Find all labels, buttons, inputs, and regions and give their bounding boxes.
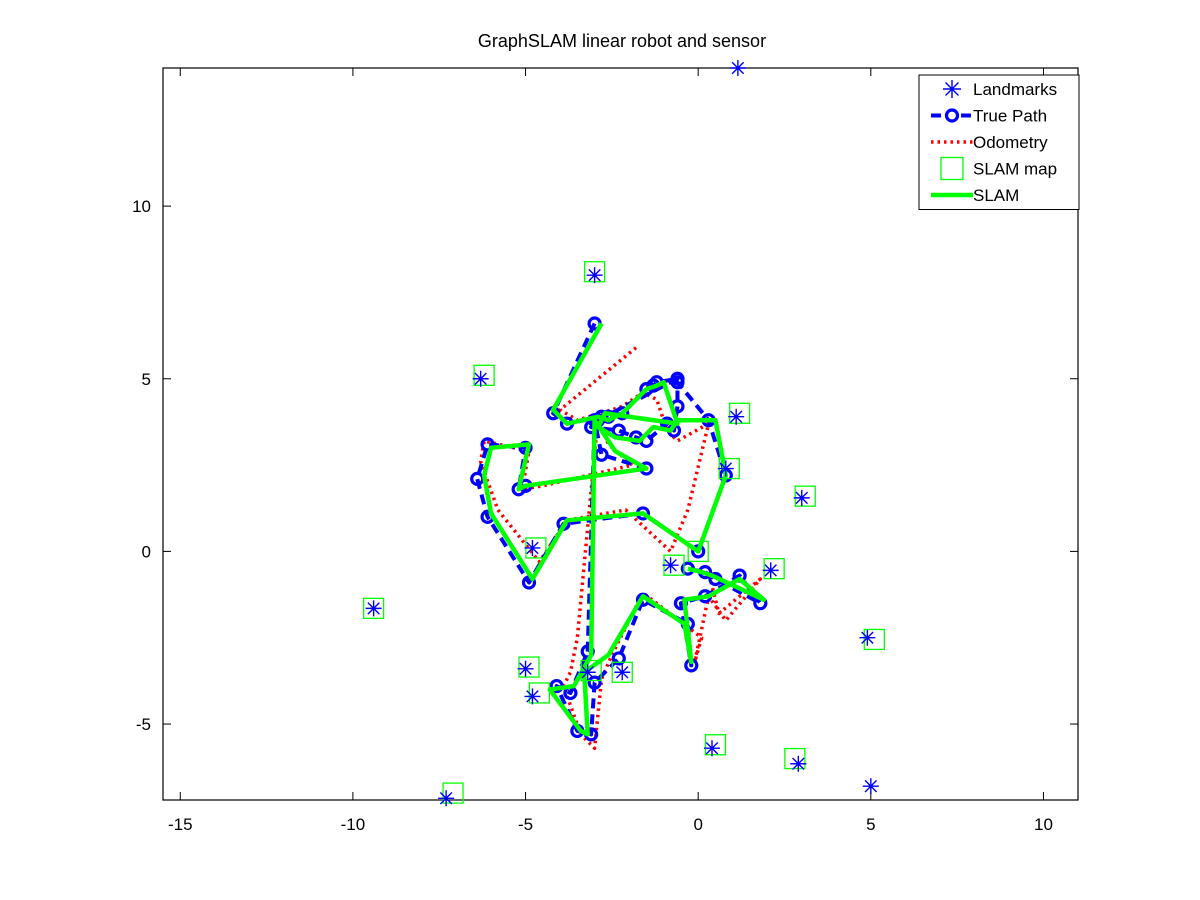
y-tick-label: -5 [136,715,151,734]
landmark-point [762,562,779,579]
legend-label: SLAM map [973,160,1057,179]
legend-item: Landmarks [943,80,1057,99]
legend-swatch-landmarks [943,80,961,98]
legend-label: Landmarks [973,80,1057,99]
slam-map-point [473,364,495,386]
slam-map-point [794,485,816,507]
slam-map-point [518,656,540,678]
slam-map-point [863,628,885,651]
legend-label: SLAM [973,186,1019,205]
landmark-point [579,664,596,681]
landmark-point [524,539,541,556]
slam-map-point [580,659,602,682]
landmark-point [614,664,631,681]
true-path-point [670,375,685,390]
landmark-point [438,790,455,807]
landmark-point [859,629,876,646]
x-axis: -15 -10 -5 0 5 10 [168,68,1053,834]
true-path-point [480,437,495,452]
legend-item: Odometry [931,133,1048,152]
landmark-point [586,267,603,284]
slam-map-point [687,540,709,563]
plot-area [362,60,885,807]
landmark-point [862,778,879,795]
x-tick-label: 0 [693,815,702,834]
slam-map-point [611,661,633,683]
series-slam [481,322,767,737]
slam-map-point [442,782,464,804]
legend-item: SLAM map [940,156,1057,181]
true-path-point [611,651,626,666]
legend-item: True Path [931,107,1047,126]
landmark-point [524,688,541,705]
x-tick-label: 10 [1034,815,1053,834]
legend-swatch-slam-map [940,156,964,181]
y-tick-label: 10 [132,197,151,216]
landmark-point [472,370,489,387]
slam-map-point [728,402,751,424]
x-tick-label: -5 [518,815,533,834]
series-slam-map [362,261,885,804]
landmark-point [662,557,679,574]
plot-frame [162,67,1079,801]
x-tick-label: 5 [866,815,875,834]
landmark-point [728,408,745,425]
landmark-point [704,740,720,757]
landmark-point [717,460,734,477]
x-tick-label: -15 [168,815,193,834]
legend-item: SLAM [931,186,1019,205]
x-tick-label: -10 [341,815,366,834]
series-landmarks [365,60,879,807]
slam-map-point [763,558,785,580]
legend: Landmarks True Path Odometry SLAM map SLAM [918,74,1080,210]
y-tick-label: 0 [142,542,151,561]
slam-line [481,322,767,737]
chart-title: GraphSLAM linear robot and sensor [478,31,766,51]
true-path-point [587,675,602,690]
landmark-point [365,600,382,617]
landmark-point [790,755,807,772]
slam-map-point [362,597,385,620]
legend-label: Odometry [973,133,1048,152]
y-tick-label: 5 [142,370,151,389]
slam-map-point [704,734,727,756]
y-axis: -5 0 5 10 [132,197,1078,734]
slam-map-point [784,747,806,770]
landmark-point [517,660,534,677]
landmark-point [793,489,810,506]
landmark-point [729,60,746,76]
legend-swatch-true-path-marker [944,108,960,123]
legend-label: True Path [973,107,1047,126]
